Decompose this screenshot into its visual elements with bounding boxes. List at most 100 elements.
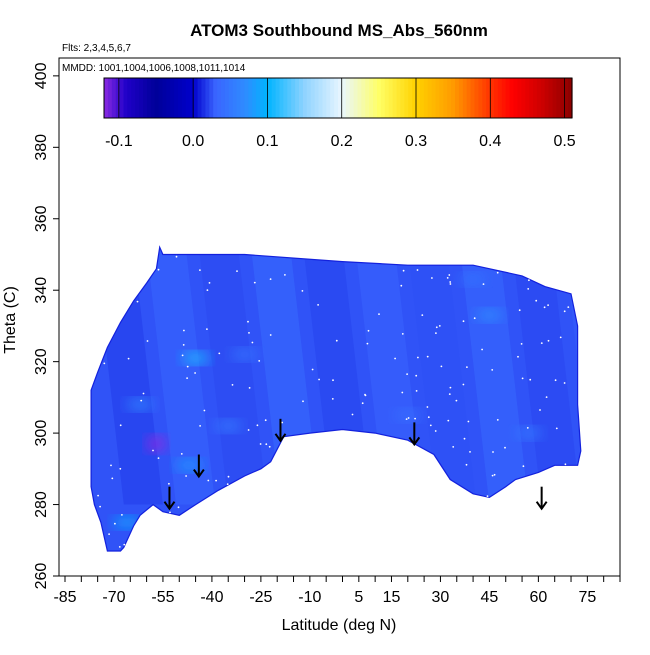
sample-dot xyxy=(401,333,404,335)
sample-dot xyxy=(361,402,364,405)
sample-dot xyxy=(269,334,272,336)
colorbar-cell xyxy=(263,78,269,118)
field-band xyxy=(456,247,529,505)
field-anomaly xyxy=(181,352,210,365)
field-anomaly xyxy=(514,427,543,440)
sample-dot xyxy=(431,277,433,279)
sample-dot xyxy=(434,430,437,432)
colorbar-cell xyxy=(568,78,573,118)
y-tick-label: 360 xyxy=(33,205,50,232)
sample-dot xyxy=(99,505,101,508)
sample-dot xyxy=(555,427,558,430)
sample-dot xyxy=(206,289,209,291)
colorbar-cell xyxy=(228,78,234,118)
sample-dot xyxy=(463,437,466,440)
sample-dot xyxy=(526,427,529,429)
sample-dot xyxy=(335,339,338,342)
sample-dot xyxy=(186,377,189,379)
colorbar-cell xyxy=(322,78,327,118)
colorbar-cell xyxy=(217,78,222,118)
colorbar-cell xyxy=(201,78,206,118)
sample-dot xyxy=(118,546,121,548)
sample-dot xyxy=(265,443,268,446)
colorbar-cell xyxy=(146,78,152,118)
sample-dot xyxy=(248,332,250,334)
colorbar-tick-label: -0.1 xyxy=(105,133,133,150)
sample-dot xyxy=(264,419,267,422)
sample-dot xyxy=(169,511,171,514)
colorbar xyxy=(103,77,573,119)
sample-dot xyxy=(378,313,380,315)
sample-dot xyxy=(157,268,160,271)
colorbar-cell xyxy=(310,78,316,118)
colorbar-cell xyxy=(513,78,518,118)
y-tick-label: 320 xyxy=(33,348,50,375)
sample-dot xyxy=(366,342,369,345)
sample-dot xyxy=(462,320,465,323)
y-tick-label: 380 xyxy=(33,134,50,161)
sample-dot xyxy=(218,352,221,355)
sample-dot xyxy=(168,482,170,485)
sample-dot xyxy=(258,360,261,362)
y-axis: 260 280 300 320 340 360 380 400 xyxy=(33,62,59,589)
colorbar-cell xyxy=(361,78,366,118)
colorbar-cell xyxy=(119,78,125,118)
colorbar-cell xyxy=(221,78,226,118)
sample-dot xyxy=(504,446,506,449)
colorbar-cell xyxy=(533,78,538,118)
colorbar-cell xyxy=(287,78,292,118)
field-band xyxy=(352,247,425,505)
x-tick-label: -40 xyxy=(200,589,223,606)
colorbar-cell xyxy=(380,78,386,118)
field-band xyxy=(509,247,581,505)
sample-dot xyxy=(545,396,548,398)
colorbar-cell xyxy=(123,78,128,118)
sample-dot xyxy=(486,495,489,497)
sample-dot xyxy=(110,464,112,467)
colorbar-cell xyxy=(271,78,277,118)
sample-dot xyxy=(402,269,405,272)
colorbar-cell xyxy=(162,78,167,118)
sample-dot xyxy=(522,465,525,468)
colorbar-cell xyxy=(443,78,448,118)
sample-dot xyxy=(97,494,99,497)
colorbar-cell xyxy=(326,78,331,118)
colorbar-cell xyxy=(400,78,405,118)
field-band xyxy=(404,247,477,505)
sample-dot xyxy=(435,326,438,329)
colorbar-cell xyxy=(377,78,382,118)
colorbar-cell xyxy=(115,78,121,118)
sample-dot xyxy=(563,382,566,384)
sample-dot xyxy=(462,383,465,386)
colorbar-cell xyxy=(291,78,296,118)
sample-dot xyxy=(400,284,403,287)
colorbar-cell xyxy=(529,78,534,118)
colorbar-cell xyxy=(150,78,156,118)
sample-dot xyxy=(281,421,284,424)
plot-frame xyxy=(58,57,621,577)
colorbar-cell xyxy=(338,78,343,118)
colorbar-cell xyxy=(330,78,335,118)
x-tick-label: -10 xyxy=(298,589,321,606)
colorbar-cell xyxy=(275,78,281,118)
sample-dot xyxy=(364,394,367,397)
sample-dot xyxy=(407,417,410,419)
ground-arrow xyxy=(535,486,548,511)
sample-dot xyxy=(426,406,429,408)
sample-dot xyxy=(121,514,123,516)
x-tick-label: -25 xyxy=(249,589,272,606)
ground-arrow xyxy=(274,418,287,443)
colorbar-tick-label: 0.4 xyxy=(479,133,501,150)
colorbar-cell xyxy=(455,78,460,118)
sample-dot xyxy=(521,377,524,380)
colorbar-cell xyxy=(447,78,452,118)
sample-dot xyxy=(119,424,122,427)
sample-dot xyxy=(256,424,259,427)
colorbar-cell xyxy=(505,78,511,118)
sample-dot xyxy=(152,449,154,452)
sample-dot xyxy=(496,271,499,274)
x-tick-label: -85 xyxy=(53,589,76,606)
sample-dot xyxy=(448,393,451,395)
y-tick-label: 280 xyxy=(33,491,50,518)
